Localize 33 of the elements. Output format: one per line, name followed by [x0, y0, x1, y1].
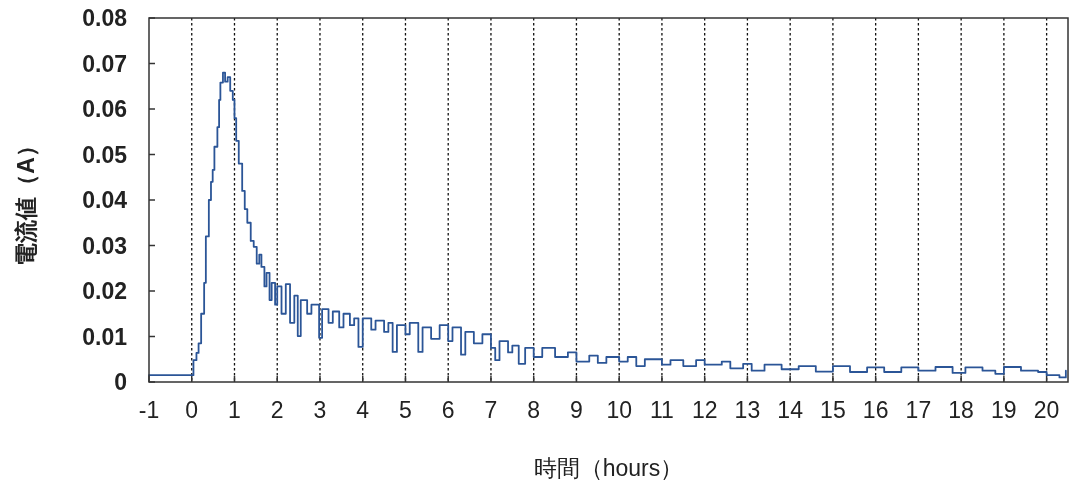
y-tick-label: 0.06	[82, 96, 127, 122]
x-tick-label: 13	[734, 397, 761, 423]
x-tick-label: 12	[691, 397, 718, 423]
x-tick-label: 11	[649, 397, 674, 423]
y-tick-label: 0.05	[82, 141, 128, 168]
x-tick-label: 19	[991, 397, 1017, 423]
x-axis-title: 時間（hours）	[533, 455, 684, 481]
x-tick-label: 8	[527, 397, 541, 423]
x-tick-label: 9	[570, 397, 583, 423]
x-tick-label: -1	[138, 397, 160, 423]
x-tick-label: 1	[228, 397, 241, 423]
x-tick-label: 4	[356, 397, 370, 423]
y-tick-label: 0	[114, 369, 127, 395]
x-tick-label: 16	[862, 397, 889, 423]
x-tick-label: 0	[185, 397, 199, 423]
y-tick-label: 0.02	[82, 278, 127, 304]
x-tick-label: 6	[441, 397, 455, 423]
x-tick-label: 7	[484, 397, 498, 423]
x-tick-label: 15	[820, 397, 846, 423]
y-tick-label: 0.04	[82, 187, 128, 213]
x-tick-label: 17	[905, 397, 932, 423]
x-tick-label: 20	[1033, 397, 1060, 423]
x-tick-label: 18	[948, 397, 974, 423]
x-tick-label: 14	[777, 397, 804, 423]
y-tick-label: 0.03	[82, 232, 127, 259]
x-tick-label: 3	[313, 397, 327, 423]
x-tick-label: 5	[399, 397, 412, 423]
y-axis-title: 電流値（A）	[13, 134, 39, 266]
y-tick-label: 0.08	[82, 5, 128, 31]
x-tick-label: 10	[606, 397, 632, 423]
y-tick-label: 0.07	[82, 50, 127, 77]
y-tick-label: 0.01	[82, 323, 128, 350]
x-tick-label: 2	[270, 397, 284, 423]
